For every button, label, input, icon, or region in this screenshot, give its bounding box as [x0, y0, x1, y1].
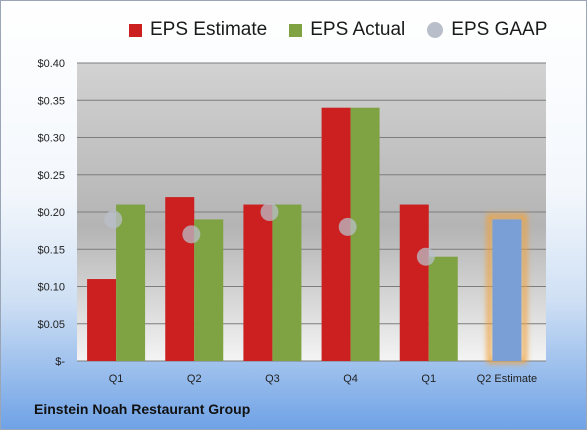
x-tick-label: Q4: [343, 373, 358, 385]
legend-label-actual: EPS Actual: [310, 19, 406, 40]
x-tick-label: Q2 Estimate: [477, 373, 538, 385]
legend-eps-gaap: EPS GAAP: [427, 19, 547, 41]
bar-eps-actual: [350, 107, 380, 361]
point-eps-gaap: [416, 247, 435, 266]
x-tick-label: Q1: [109, 373, 124, 385]
y-tick-label: $0.10: [37, 282, 65, 294]
bar-q2-estimate: [492, 219, 522, 361]
y-tick-label: $0.25: [37, 170, 65, 182]
bar-eps-estimate: [87, 279, 117, 361]
y-tick-label: $0.35: [37, 95, 65, 107]
y-tick-label: $0.30: [37, 133, 65, 145]
y-tick-label: $0.40: [37, 58, 65, 70]
bar-eps-actual: [116, 204, 146, 361]
bar-eps-actual: [272, 204, 302, 361]
x-tick-label: Q3: [265, 373, 280, 385]
legend-eps-estimate: EPS Estimate: [129, 19, 267, 41]
bar-eps-actual: [194, 219, 224, 361]
point-eps-gaap: [104, 210, 123, 229]
bar-eps-estimate: [165, 197, 195, 361]
bar-eps-estimate: [399, 204, 429, 361]
chart-legend: EPS Estimate EPS Actual EPS GAAP: [129, 18, 547, 42]
legend-label-estimate: EPS Estimate: [150, 19, 268, 40]
bar-eps-actual: [428, 256, 458, 361]
point-eps-gaap: [260, 203, 279, 221]
company-name: Einstein Noah Restaurant Group: [34, 401, 251, 417]
legend-swatch-gaap: [427, 22, 444, 38]
point-eps-gaap: [182, 225, 201, 244]
y-tick-label: $0.20: [37, 207, 65, 219]
x-tick-label: Q1: [421, 373, 436, 385]
y-tick-label: $-: [55, 356, 65, 368]
legend-swatch-estimate: [129, 23, 142, 37]
x-tick-label: Q2: [187, 373, 202, 385]
legend-label-gaap: EPS GAAP: [451, 19, 548, 40]
y-tick-label: $0.15: [37, 244, 65, 256]
legend-swatch-actual: [289, 23, 303, 37]
point-eps-gaap: [338, 217, 357, 236]
y-tick-label: $0.05: [37, 319, 65, 331]
bar-eps-estimate: [243, 204, 273, 361]
legend-eps-actual: EPS Actual: [289, 19, 405, 41]
